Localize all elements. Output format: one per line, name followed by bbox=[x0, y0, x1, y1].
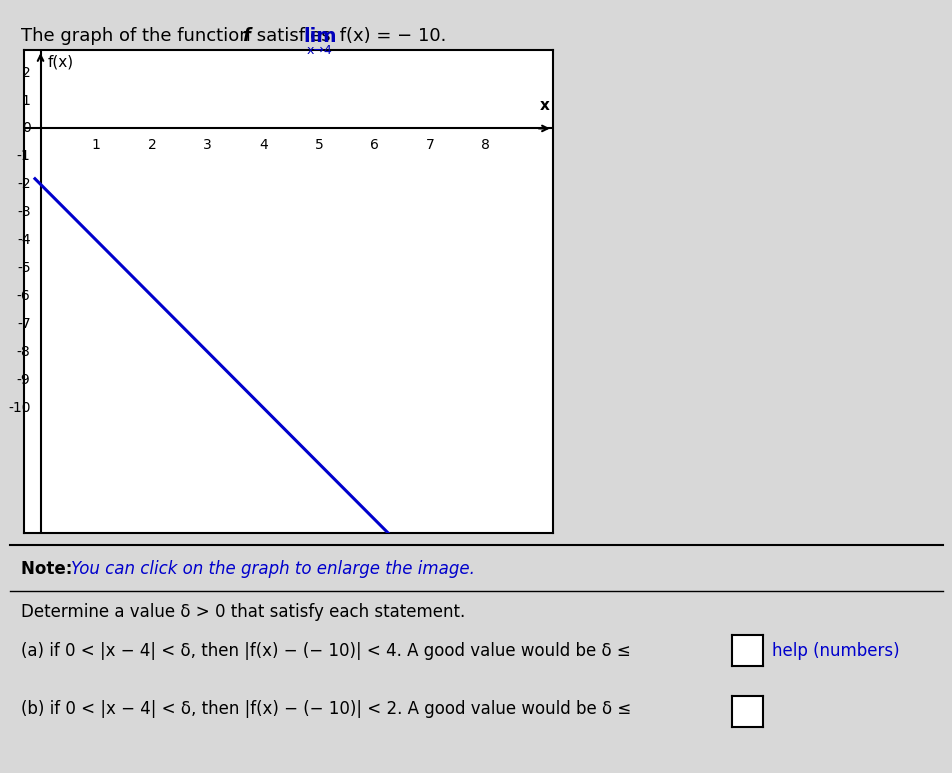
Text: -4: -4 bbox=[17, 233, 30, 247]
Text: 7: 7 bbox=[426, 138, 434, 152]
Text: (a) if 0 < |x − 4| < δ, then |f(x) − (− 10)| < 4. A good value would be δ ≤: (a) if 0 < |x − 4| < δ, then |f(x) − (− … bbox=[21, 642, 630, 659]
Text: 0: 0 bbox=[22, 121, 30, 135]
Text: 5: 5 bbox=[314, 138, 323, 152]
Text: 4: 4 bbox=[259, 138, 268, 152]
Text: help (numbers): help (numbers) bbox=[771, 642, 899, 659]
Text: f: f bbox=[242, 27, 249, 45]
Text: -7: -7 bbox=[17, 317, 30, 331]
Text: -8: -8 bbox=[17, 345, 30, 359]
Text: -6: -6 bbox=[17, 289, 30, 303]
Text: f(x): f(x) bbox=[48, 54, 73, 70]
Text: 1: 1 bbox=[22, 94, 30, 107]
Text: The graph of the function: The graph of the function bbox=[21, 27, 256, 45]
Text: x→4: x→4 bbox=[307, 44, 332, 57]
Text: -3: -3 bbox=[17, 205, 30, 220]
Text: 1: 1 bbox=[91, 138, 101, 152]
Text: -10: -10 bbox=[8, 400, 30, 414]
Text: -9: -9 bbox=[17, 373, 30, 386]
Text: Note:: Note: bbox=[21, 560, 78, 578]
Text: 3: 3 bbox=[203, 138, 211, 152]
Text: 2: 2 bbox=[148, 138, 156, 152]
Text: 6: 6 bbox=[369, 138, 379, 152]
Text: lim: lim bbox=[303, 27, 336, 46]
Text: 2: 2 bbox=[22, 66, 30, 80]
Text: (b) if 0 < |x − 4| < δ, then |f(x) − (− 10)| < 2. A good value would be δ ≤: (b) if 0 < |x − 4| < δ, then |f(x) − (− … bbox=[21, 700, 630, 717]
Text: f(x) = − 10.: f(x) = − 10. bbox=[333, 27, 446, 45]
Text: 8: 8 bbox=[481, 138, 490, 152]
Text: satisfies: satisfies bbox=[250, 27, 342, 45]
Text: -1: -1 bbox=[17, 149, 30, 163]
Text: You can click on the graph to enlarge the image.: You can click on the graph to enlarge th… bbox=[70, 560, 474, 578]
Text: x: x bbox=[540, 98, 549, 113]
Text: -2: -2 bbox=[17, 177, 30, 191]
Text: Determine a value δ > 0 that satisfy each statement.: Determine a value δ > 0 that satisfy eac… bbox=[21, 603, 465, 621]
Text: -5: -5 bbox=[17, 261, 30, 275]
